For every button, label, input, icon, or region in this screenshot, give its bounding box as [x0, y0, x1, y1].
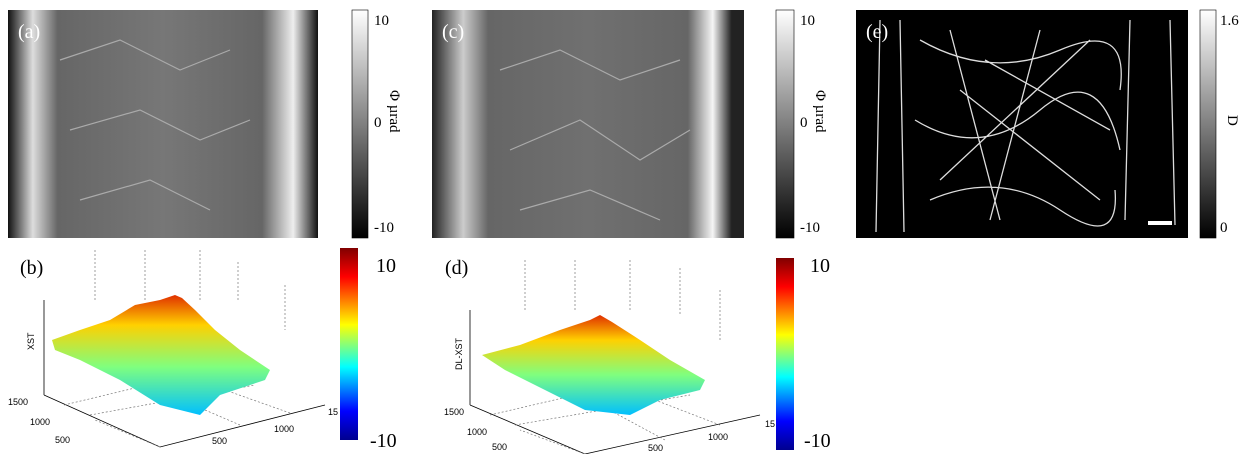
axis-tick: 1500: [444, 407, 464, 417]
axes: [469, 310, 761, 454]
colorbar-tick: 10: [374, 13, 389, 29]
surface: [482, 315, 705, 415]
panel-label: (a): [18, 21, 40, 43]
axis-tick: 1000: [274, 424, 294, 434]
axis-tick: 1000: [467, 427, 487, 437]
colorbar-title: D: [1224, 115, 1240, 126]
texture: [59, 39, 251, 211]
colorbar-tick: 0: [374, 115, 382, 131]
colorbar-tick: 10: [376, 255, 396, 277]
panel-label: (e): [866, 21, 888, 43]
scale-bar: [1148, 221, 1172, 225]
colorbar-tick: 10: [810, 255, 830, 277]
colorbar-tick: 0: [800, 115, 808, 131]
panel-label: (c): [442, 21, 464, 43]
image-e: [856, 10, 1188, 238]
image-a: [8, 10, 318, 238]
colorbar: [776, 258, 794, 450]
colorbar-tick: 0: [1220, 220, 1228, 236]
axis-tick: 500: [212, 436, 227, 446]
axis-label: DL-XST: [454, 337, 464, 370]
axis-tick: 15: [328, 407, 338, 417]
colorbar-tick: -10: [370, 430, 397, 452]
colorbar-tick: -10: [374, 220, 394, 236]
colorbar-tick: -10: [800, 220, 820, 236]
colorbar: [775, 9, 795, 239]
colorbar-title: Φ µrad: [386, 90, 402, 133]
panel-label: (b): [20, 257, 43, 279]
axis-tick: 1000: [708, 432, 728, 442]
grid: [94, 250, 286, 330]
axis-tick: 15: [765, 419, 775, 429]
fibers: [875, 19, 1176, 233]
image-c: [432, 10, 744, 238]
texture: [499, 49, 691, 221]
colorbar-tick: 1.6: [1220, 13, 1239, 29]
colorbar: [1199, 9, 1217, 239]
colorbar-tick: -10: [804, 430, 831, 452]
colorbar-title: Φ µrad: [812, 90, 828, 133]
axis-tick: 500: [492, 442, 507, 452]
axis-tick: 500: [55, 435, 70, 445]
colorbar-tick: 10: [800, 13, 815, 29]
axis-label: XST: [26, 332, 36, 350]
axis-tick: 1000: [30, 417, 50, 427]
colorbar: [340, 248, 358, 440]
grid: [524, 260, 721, 340]
surface: [52, 295, 270, 415]
colorbar: [351, 9, 369, 239]
panel-label: (d): [445, 257, 468, 279]
axis-tick: 500: [648, 443, 663, 453]
axis-tick: 1500: [8, 397, 28, 407]
